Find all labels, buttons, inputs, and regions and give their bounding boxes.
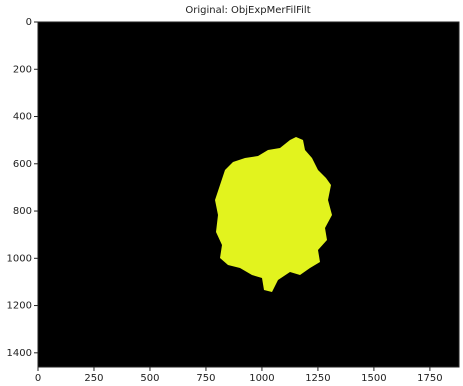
x-tick-label: 750 — [196, 373, 215, 384]
y-tick-label: 200 — [13, 64, 32, 75]
x-tick-label: 1750 — [417, 373, 442, 384]
x-tick-label: 250 — [84, 373, 103, 384]
x-tick-label: 500 — [140, 373, 159, 384]
x-tick-label: 1500 — [361, 373, 386, 384]
y-tick-label: 800 — [13, 206, 32, 217]
y-tick-label: 1000 — [7, 253, 32, 264]
y-tick-label: 1400 — [7, 348, 32, 359]
chart: Original: ObjExpMerFilFilt 0 250 500 750 100… — [0, 0, 463, 386]
y-tick-label: 0 — [26, 17, 32, 28]
y-tick-label: 1200 — [7, 301, 32, 312]
x-tick-label: 1250 — [305, 373, 330, 384]
y-tick-label: 400 — [13, 112, 32, 123]
x-tick-label: 0 — [35, 373, 41, 384]
y-tick-label: 600 — [13, 159, 32, 170]
x-tick-label: 1000 — [249, 373, 274, 384]
chart-title: Original: ObjExpMerFilFilt — [185, 5, 310, 16]
